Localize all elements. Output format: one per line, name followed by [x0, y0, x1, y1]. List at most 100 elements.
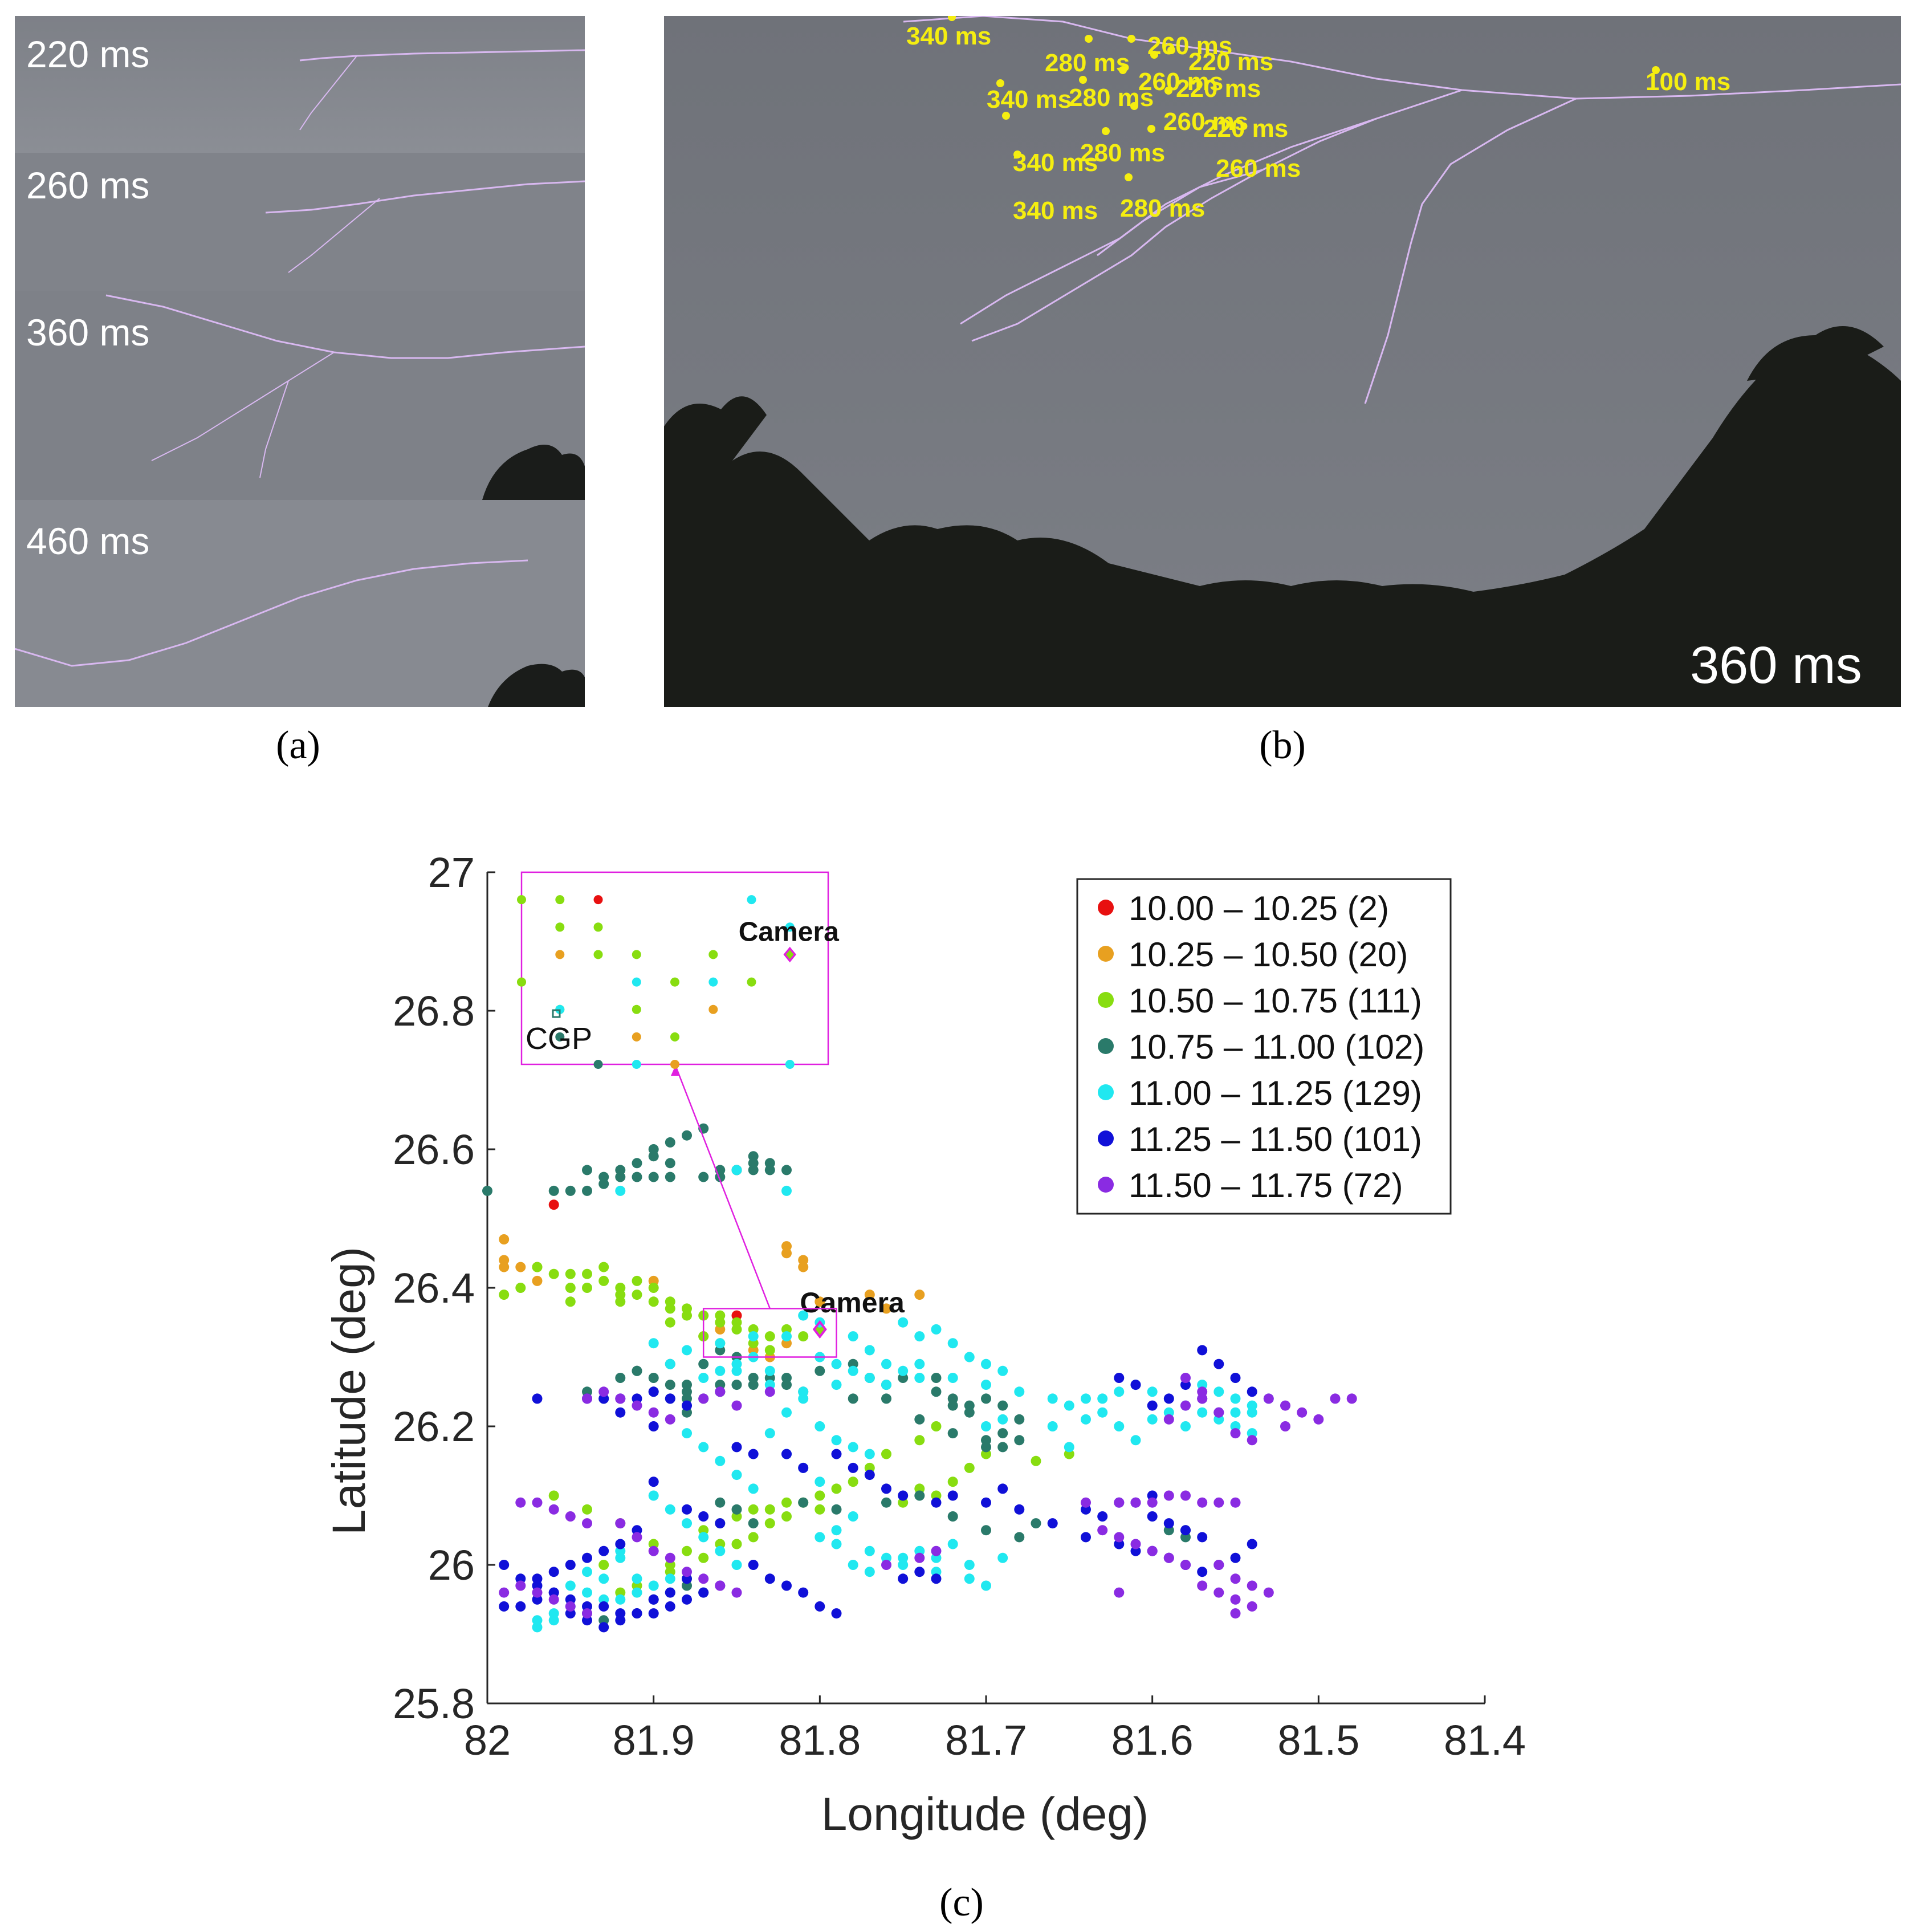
data-point [499, 1601, 510, 1612]
data-point [1180, 1490, 1191, 1501]
data-point [665, 1393, 675, 1404]
data-point [565, 1283, 576, 1293]
data-point [1081, 1393, 1091, 1404]
treeline [664, 326, 1901, 707]
data-point [1230, 1608, 1241, 1619]
data-point [748, 1331, 759, 1342]
data-point [931, 1373, 942, 1383]
data-point [615, 1615, 626, 1626]
data-point [548, 1185, 559, 1196]
annotation-dot [1130, 102, 1138, 110]
chart-axes: 82 81.9 81.8 81.7 81.6 81.5 81.4 25.8 26 26.2 26.4… [393, 849, 1526, 1764]
inset-data-point [555, 950, 565, 959]
data-point [1230, 1552, 1241, 1563]
data-point [715, 1338, 726, 1349]
data-point [748, 1483, 759, 1494]
data-point [1014, 1504, 1025, 1515]
data-point [781, 1248, 792, 1259]
data-point [748, 1560, 759, 1570]
data-point [632, 1365, 642, 1376]
data-point [748, 1504, 759, 1515]
data-point [848, 1560, 858, 1570]
data-point [1014, 1435, 1025, 1446]
data-point [565, 1185, 576, 1196]
inset-data-point [632, 950, 641, 959]
data-point [632, 1290, 642, 1300]
y-tick-label: 26.2 [393, 1403, 475, 1450]
data-point [831, 1539, 842, 1549]
data-point [648, 1296, 659, 1307]
annotation-label: 260 ms [1147, 32, 1232, 60]
chart-points: Camera [482, 1123, 1357, 1633]
data-point [1197, 1580, 1208, 1591]
data-point [931, 1573, 942, 1584]
data-point [532, 1615, 543, 1626]
data-point [815, 1421, 825, 1431]
legend-label: 10.00 – 10.25 (2) [1129, 889, 1389, 928]
data-point [1197, 1386, 1208, 1397]
data-point [598, 1573, 609, 1584]
data-point [748, 1158, 759, 1169]
annotation-label: 340 ms [1013, 197, 1098, 225]
data-point [532, 1573, 543, 1584]
x-axis-label: Longitude (deg) [821, 1788, 1149, 1840]
legend-label: 10.25 – 10.50 (20) [1129, 936, 1408, 974]
inset-data-point [708, 977, 718, 987]
data-point [682, 1380, 692, 1390]
legend-label: 10.50 – 10.75 (111) [1129, 982, 1422, 1020]
data-point [1197, 1567, 1208, 1577]
data-point [1147, 1386, 1158, 1397]
inset-data-point [632, 1060, 641, 1069]
data-point [698, 1573, 709, 1584]
data-point [1213, 1358, 1224, 1369]
legend-swatch [1098, 1130, 1114, 1146]
data-point [864, 1567, 875, 1577]
data-point [1330, 1393, 1341, 1404]
data-point [981, 1497, 991, 1508]
annotation-label: 260 ms [1138, 68, 1223, 96]
data-point [499, 1560, 510, 1570]
inset-data-point [747, 977, 756, 987]
data-point [548, 1268, 559, 1279]
y-tick-label: 26.4 [393, 1264, 475, 1312]
data-point [682, 1594, 692, 1605]
annotation-dot [1119, 66, 1127, 74]
data-point [715, 1310, 726, 1321]
annotation-label: 220 ms [1188, 48, 1273, 76]
data-point [1230, 1373, 1241, 1383]
x-tick-label: 82 [464, 1717, 511, 1764]
data-point [648, 1490, 659, 1501]
data-point [598, 1386, 609, 1397]
annotation-label: 340 ms [906, 22, 991, 50]
data-point [1047, 1518, 1058, 1529]
data-point [715, 1455, 726, 1466]
data-point [781, 1373, 792, 1383]
data-point [698, 1358, 709, 1369]
data-point [931, 1497, 942, 1508]
data-point [682, 1567, 692, 1577]
x-tick-label: 81.5 [1277, 1717, 1359, 1764]
x-tick-label: 81.6 [1111, 1717, 1194, 1764]
data-point [1147, 1511, 1158, 1522]
legend-label: 10.75 – 11.00 (102) [1129, 1028, 1424, 1066]
data-point [881, 1449, 891, 1459]
data-point [914, 1490, 925, 1501]
data-point [781, 1449, 792, 1459]
data-point [1197, 1532, 1208, 1543]
data-point [665, 1504, 675, 1515]
frame-360ms-label: 360 ms [26, 311, 149, 353]
data-point [1247, 1539, 1257, 1549]
legend-label: 11.50 – 11.75 (72) [1129, 1166, 1403, 1205]
data-point [648, 1386, 659, 1397]
data-point [582, 1518, 592, 1529]
data-point [997, 1365, 1008, 1376]
data-point [499, 1262, 510, 1272]
data-point [781, 1185, 792, 1196]
inset-camera-marker [783, 946, 797, 963]
data-point [582, 1283, 592, 1293]
data-point [632, 1532, 642, 1543]
data-point [648, 1172, 659, 1182]
data-point [632, 1172, 642, 1182]
data-point [1147, 1414, 1158, 1425]
